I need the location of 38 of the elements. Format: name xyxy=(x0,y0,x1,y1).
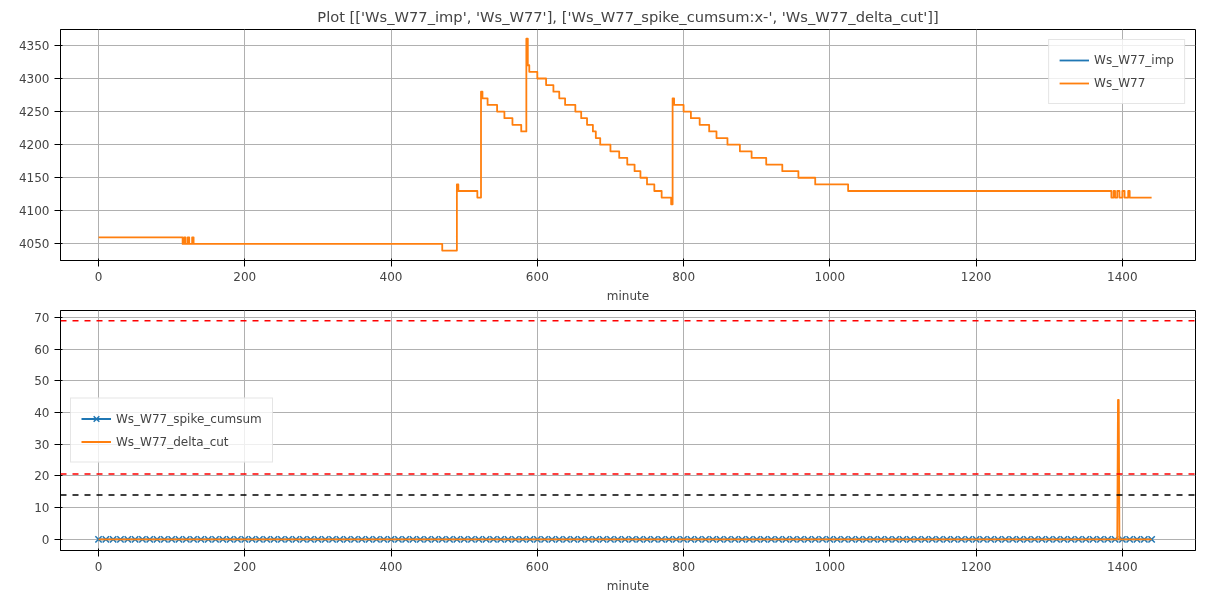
y-tick-label: 4250 xyxy=(18,105,50,120)
x-tick-label: 1200 xyxy=(960,269,992,284)
legend-label: Ws_W77_spike_cumsum xyxy=(116,411,262,426)
y-tick-label: 50 xyxy=(34,374,50,389)
y-tick-label: 4350 xyxy=(18,38,50,53)
x-axis-title: minute xyxy=(606,288,650,303)
y-tick-label: 4200 xyxy=(18,138,50,153)
x-tick-label: 1200 xyxy=(960,559,992,574)
legend-label: Ws_W77_delta_cut xyxy=(116,434,229,449)
x-tick-label: 1400 xyxy=(1107,559,1138,574)
y-tick-label: 30 xyxy=(34,437,50,452)
y-tick-label: 4150 xyxy=(18,171,50,186)
x-tick-label: 0 xyxy=(94,559,103,574)
y-tick-label: 40 xyxy=(34,406,50,421)
x-tick-label: 1000 xyxy=(814,559,846,574)
x-tick-label: 400 xyxy=(379,269,403,284)
y-tick-label: 70 xyxy=(34,310,50,325)
y-tick-label: 0 xyxy=(41,532,50,547)
x-tick-label: 600 xyxy=(525,269,549,284)
y-tick-label: 4050 xyxy=(18,237,50,252)
x-tick-label: 1400 xyxy=(1107,269,1138,284)
chart-title: Plot [['Ws_W77_imp', 'Ws_W77'], ['Ws_W77_spike_cumsum:x-', 'Ws_W77_delta_cut']] xyxy=(317,7,939,25)
y-tick-label: 20 xyxy=(34,469,50,484)
x-tick-label: 800 xyxy=(672,559,696,574)
legend-label: Ws_W77 xyxy=(1094,76,1146,90)
y-tick-label: 4300 xyxy=(18,71,50,86)
x-tick-label: 0 xyxy=(94,269,103,284)
y-tick-label: 60 xyxy=(34,342,50,357)
x-axis-title: minute xyxy=(606,578,650,593)
legend-label: Ws_W77_imp xyxy=(1094,53,1174,67)
x-tick-label: 400 xyxy=(379,559,403,574)
y-tick-label: 4100 xyxy=(18,204,50,219)
x-tick-label: 200 xyxy=(233,269,257,284)
y-tick-label: 10 xyxy=(34,501,50,516)
x-tick-label: 800 xyxy=(672,269,696,284)
x-tick-label: 600 xyxy=(525,559,549,574)
x-tick-label: 1000 xyxy=(814,269,846,284)
x-tick-label: 200 xyxy=(233,559,257,574)
